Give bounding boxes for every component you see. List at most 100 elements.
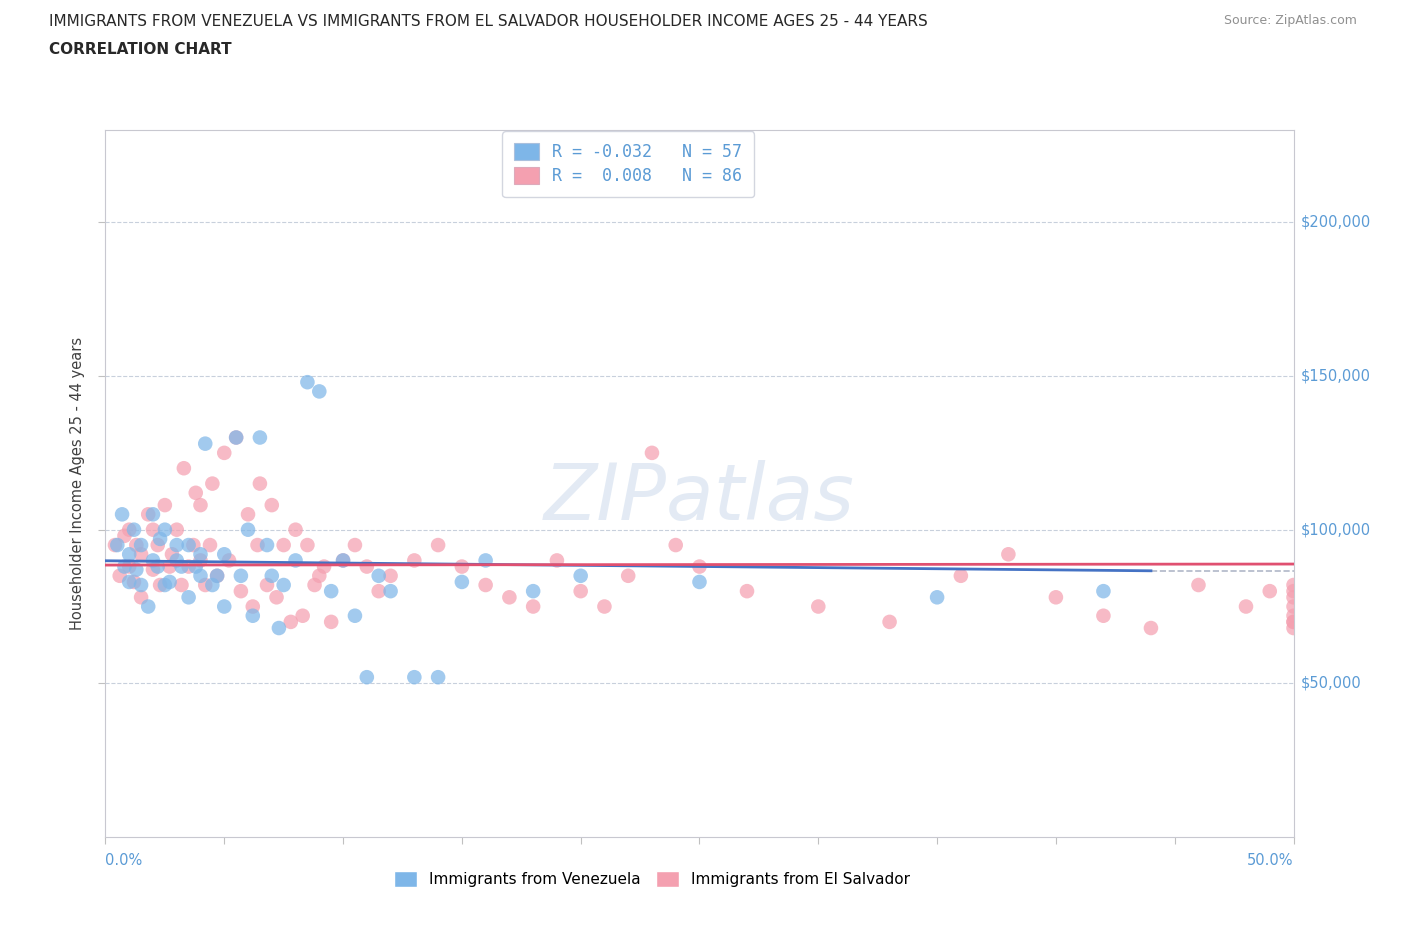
Point	[177, 538, 200, 552]
Point	[229, 568, 252, 583]
Point	[190, 498, 212, 512]
Point	[284, 523, 307, 538]
Point	[312, 559, 335, 574]
Point	[450, 575, 472, 590]
Point	[689, 559, 711, 574]
Point	[617, 568, 640, 583]
Point	[522, 599, 544, 614]
Point	[118, 575, 141, 590]
Point	[332, 553, 354, 568]
Point	[1282, 608, 1305, 623]
Point	[136, 507, 159, 522]
Point	[273, 578, 295, 592]
Point	[170, 578, 193, 592]
Point	[183, 538, 205, 552]
Point	[205, 568, 228, 583]
Point	[153, 578, 176, 592]
Point	[190, 553, 212, 568]
Point	[214, 547, 236, 562]
Point	[474, 553, 496, 568]
Point	[159, 559, 181, 574]
Point	[332, 553, 354, 568]
Point	[297, 538, 319, 552]
Point	[249, 476, 271, 491]
Point	[149, 531, 172, 546]
Point	[522, 584, 544, 599]
Point	[321, 584, 343, 599]
Point	[108, 568, 131, 583]
Point	[177, 590, 200, 604]
Point	[1282, 599, 1305, 614]
Point	[225, 430, 247, 445]
Point	[427, 538, 450, 552]
Point	[146, 538, 169, 552]
Point	[129, 590, 152, 604]
Point	[246, 538, 269, 552]
Point	[242, 599, 264, 614]
Point	[1282, 584, 1305, 599]
Point	[142, 507, 165, 522]
Point	[280, 615, 302, 630]
Y-axis label: Householder Income Ages 25 - 44 years: Householder Income Ages 25 - 44 years	[70, 337, 86, 631]
Point	[229, 584, 252, 599]
Point	[236, 523, 259, 538]
Point	[146, 559, 169, 574]
Point	[367, 568, 389, 583]
Text: $50,000: $50,000	[1301, 676, 1361, 691]
Point	[1258, 584, 1281, 599]
Point	[291, 608, 314, 623]
Point	[1092, 608, 1115, 623]
Point	[194, 578, 217, 592]
Point	[267, 620, 290, 635]
Point	[1234, 599, 1257, 614]
Text: $150,000: $150,000	[1301, 368, 1371, 383]
Point	[125, 538, 148, 552]
Point	[214, 445, 236, 460]
Point	[260, 498, 283, 512]
Point	[149, 578, 172, 592]
Point	[160, 547, 183, 562]
Point	[166, 523, 188, 538]
Point	[118, 547, 141, 562]
Point	[367, 584, 389, 599]
Point	[1092, 584, 1115, 599]
Point	[297, 375, 319, 390]
Point	[1282, 590, 1305, 604]
Point	[404, 553, 426, 568]
Point	[153, 523, 176, 538]
Text: 50.0%: 50.0%	[1247, 853, 1294, 868]
Point	[129, 578, 152, 592]
Point	[190, 568, 212, 583]
Point	[194, 436, 217, 451]
Point	[170, 559, 193, 574]
Point	[142, 523, 165, 538]
Point	[1140, 620, 1163, 635]
Point	[256, 578, 278, 592]
Point	[214, 599, 236, 614]
Point	[118, 559, 141, 574]
Point	[111, 507, 134, 522]
Point	[129, 547, 152, 562]
Point	[925, 590, 948, 604]
Text: ZIPatlas: ZIPatlas	[544, 459, 855, 536]
Point	[689, 575, 711, 590]
Point	[949, 568, 972, 583]
Point	[118, 523, 141, 538]
Point	[142, 563, 165, 578]
Point	[198, 538, 221, 552]
Point	[879, 615, 901, 630]
Text: Source: ZipAtlas.com: Source: ZipAtlas.com	[1223, 14, 1357, 27]
Point	[343, 538, 366, 552]
Point	[205, 568, 228, 583]
Point	[308, 384, 330, 399]
Point	[173, 460, 195, 475]
Point	[122, 523, 145, 538]
Point	[1282, 578, 1305, 592]
Point	[356, 559, 378, 574]
Point	[498, 590, 520, 604]
Point	[665, 538, 688, 552]
Point	[593, 599, 616, 614]
Legend: R = -0.032   N = 57, R =  0.008   N = 86: R = -0.032 N = 57, R = 0.008 N = 86	[502, 131, 754, 197]
Point	[201, 476, 224, 491]
Point	[1282, 615, 1305, 630]
